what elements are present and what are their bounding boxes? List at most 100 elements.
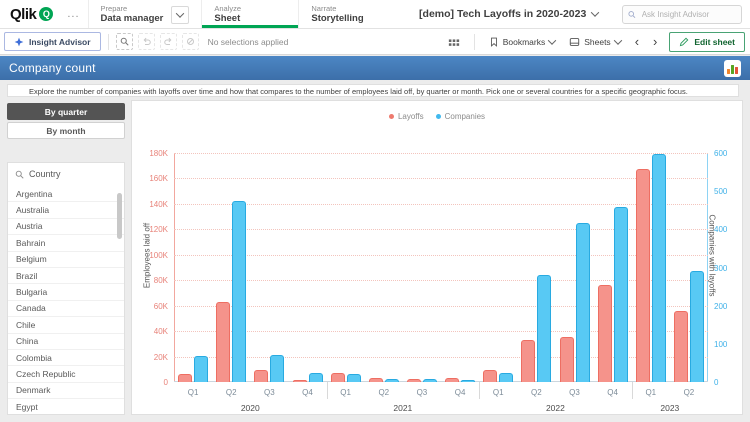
bar-companies-2023-q1[interactable] bbox=[651, 153, 666, 382]
bar-layoffs-2021-q4[interactable] bbox=[445, 377, 460, 382]
x-axis-quarter-label: Q2 bbox=[378, 388, 390, 397]
bar-companies-2020-q3[interactable] bbox=[270, 355, 285, 382]
legend-item-layoffs[interactable]: Layoffs bbox=[388, 112, 424, 121]
x-axis-quarter-label: Q2 bbox=[225, 388, 237, 397]
data-manager-dropdown-button[interactable] bbox=[171, 5, 190, 24]
country-item[interactable]: Chile bbox=[8, 317, 124, 334]
gridline bbox=[174, 280, 708, 282]
country-item[interactable]: Czech Republic bbox=[8, 366, 124, 383]
grid-icon bbox=[448, 38, 459, 46]
bookmarks-dropdown[interactable]: Bookmarks bbox=[482, 35, 563, 47]
bar-companies-2020-q1[interactable] bbox=[194, 356, 209, 382]
insight-advisor-button[interactable]: Insight Advisor bbox=[4, 32, 101, 51]
bar-layoffs-2023-q2[interactable] bbox=[673, 311, 688, 382]
step-forward-icon[interactable] bbox=[159, 33, 177, 50]
bar-companies-2022-q3[interactable] bbox=[575, 222, 590, 382]
bar-layoffs-2023-q1[interactable] bbox=[635, 168, 650, 382]
country-item[interactable]: Bahrain bbox=[8, 235, 124, 252]
left-axis-tick-label: 40K bbox=[153, 327, 168, 337]
bar-layoffs-2020-q1[interactable] bbox=[178, 373, 193, 382]
nav-analyze-eyebrow: Analyze bbox=[214, 3, 242, 13]
gridline bbox=[174, 305, 708, 307]
bar-layoffs-2020-q2[interactable] bbox=[216, 301, 231, 382]
bar-layoffs-2021-q2[interactable] bbox=[368, 378, 383, 382]
gridline bbox=[174, 331, 708, 333]
nav-narrate[interactable]: Narrate Storytelling bbox=[298, 0, 395, 28]
step-back-icon[interactable] bbox=[137, 33, 155, 50]
bar-companies-2022-q4[interactable] bbox=[613, 207, 628, 382]
bar-companies-2021-q4[interactable] bbox=[461, 379, 476, 382]
sheets-dropdown[interactable]: Sheets bbox=[562, 35, 627, 47]
country-item[interactable]: Colombia bbox=[8, 350, 124, 367]
country-item[interactable]: Bulgaria bbox=[8, 284, 124, 301]
nav-analyze[interactable]: Analyze Sheet bbox=[201, 0, 298, 28]
bar-companies-2021-q2[interactable] bbox=[384, 379, 399, 382]
nav-narrate-eyebrow: Narrate bbox=[311, 3, 337, 13]
legend-label-companies: Companies bbox=[444, 112, 486, 121]
bar-companies-2021-q1[interactable] bbox=[346, 374, 361, 382]
bar-layoffs-2021-q3[interactable] bbox=[406, 379, 421, 382]
qlik-logo-q-icon: Q bbox=[39, 7, 54, 21]
next-sheet-button[interactable]: › bbox=[653, 34, 658, 49]
clear-selections-icon[interactable] bbox=[181, 33, 199, 50]
icon-bar-red bbox=[735, 66, 738, 74]
country-item[interactable]: Belgium bbox=[8, 252, 124, 268]
bar-layoffs-2022-q2[interactable] bbox=[521, 340, 536, 382]
country-item[interactable]: Brazil bbox=[8, 268, 124, 285]
smart-search-icon[interactable] bbox=[115, 33, 133, 50]
country-item[interactable]: Canada bbox=[8, 301, 124, 318]
ask-insight-advisor-input[interactable] bbox=[639, 9, 736, 20]
x-axis-quarter-label: Q4 bbox=[607, 388, 618, 397]
bar-layoffs-2021-q1[interactable] bbox=[330, 373, 345, 382]
country-item[interactable]: Austria bbox=[8, 219, 124, 236]
by-quarter-button[interactable]: By quarter bbox=[7, 103, 125, 120]
legend-dot-layoffs bbox=[388, 114, 394, 119]
qlik-logo[interactable]: Qlik Q bbox=[0, 0, 59, 28]
bar-companies-2021-q3[interactable] bbox=[422, 379, 437, 382]
country-item[interactable]: Australia bbox=[8, 202, 124, 219]
listbox-scrollbar[interactable] bbox=[117, 193, 122, 239]
bar-companies-2023-q2[interactable] bbox=[689, 270, 704, 382]
chart-plot bbox=[174, 153, 708, 382]
year-group-separator bbox=[631, 382, 633, 399]
x-axis-line bbox=[174, 381, 708, 382]
bar-layoffs-2022-q1[interactable] bbox=[483, 370, 498, 382]
insight-advisor-search[interactable] bbox=[622, 5, 742, 24]
country-item[interactable]: Argentina bbox=[8, 186, 124, 203]
bookmarks-label: Bookmarks bbox=[502, 36, 546, 47]
by-month-button[interactable]: By month bbox=[7, 122, 125, 139]
nav-prepare-label: Data manager bbox=[100, 13, 164, 25]
sheet-title-bar: Company count bbox=[0, 56, 750, 80]
nav-narrate-label: Storytelling bbox=[311, 13, 364, 25]
bar-companies-2022-q1[interactable] bbox=[499, 373, 514, 382]
x-axis-quarter-label: Q1 bbox=[492, 388, 504, 397]
bar-companies-2020-q2[interactable] bbox=[232, 201, 247, 382]
country-listbox-header[interactable]: Country bbox=[8, 163, 124, 185]
legend-label-layoffs: Layoffs bbox=[397, 112, 424, 121]
left-axis-tick-label: 60K bbox=[153, 301, 168, 311]
pencil-icon bbox=[680, 37, 689, 46]
sheet-navigator-button[interactable] bbox=[441, 36, 467, 48]
app-title-dropdown[interactable]: [demo] Tech Layoffs in 2020-2023 bbox=[409, 0, 608, 28]
nav-prepare[interactable]: Prepare Data manager bbox=[87, 0, 202, 28]
bar-layoffs-2020-q4[interactable] bbox=[292, 379, 307, 382]
x-axis-quarter-label: Q4 bbox=[302, 388, 313, 397]
legend-item-companies[interactable]: Companies bbox=[435, 112, 486, 121]
bar-layoffs-2022-q3[interactable] bbox=[559, 336, 574, 382]
toolbar-divider bbox=[473, 33, 475, 50]
selections-toolbar: Insight Advisor No selections applied Bo… bbox=[0, 29, 750, 55]
more-menu-icon[interactable]: ... bbox=[67, 8, 80, 20]
bar-layoffs-2020-q3[interactable] bbox=[254, 369, 269, 382]
sheet-description: Explore the number of companies with lay… bbox=[7, 84, 739, 97]
bar-companies-2020-q4[interactable] bbox=[308, 372, 323, 382]
chevron-down-icon bbox=[176, 8, 185, 18]
previous-sheet-button[interactable]: ‹ bbox=[634, 34, 640, 49]
country-item[interactable]: China bbox=[8, 334, 124, 350]
bar-companies-2022-q2[interactable] bbox=[537, 274, 552, 382]
country-item[interactable]: Egypt bbox=[8, 399, 124, 414]
country-item[interactable]: Denmark bbox=[8, 383, 124, 400]
no-selections-text: No selections applied bbox=[207, 36, 289, 47]
edit-sheet-button[interactable]: Edit sheet bbox=[669, 31, 745, 52]
bar-layoffs-2022-q4[interactable] bbox=[597, 285, 612, 382]
chevron-down-icon bbox=[591, 8, 600, 17]
